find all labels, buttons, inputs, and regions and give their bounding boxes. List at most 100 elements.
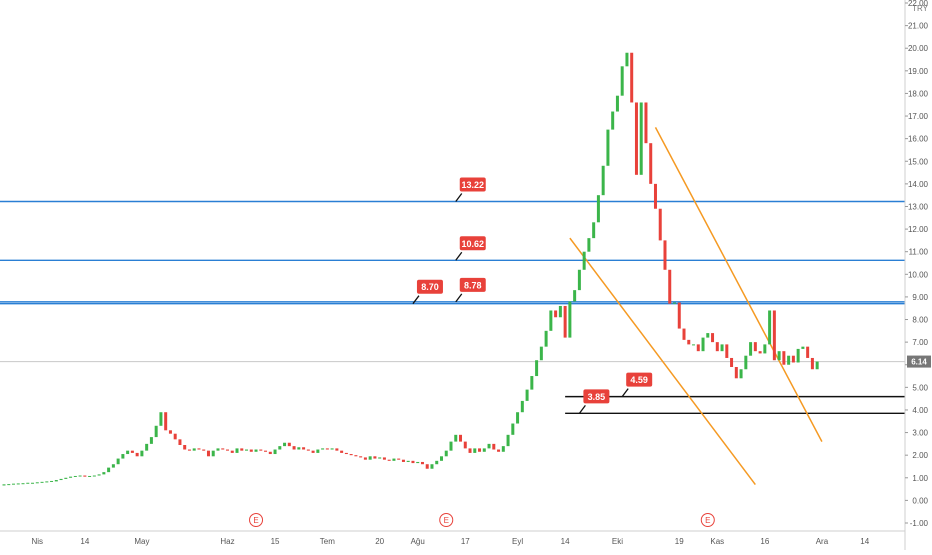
candle	[449, 441, 453, 451]
price-label-13-22[interactable]: 13.22	[455, 177, 486, 202]
trend-line-1[interactable]	[569, 237, 756, 486]
candle	[88, 475, 92, 477]
candle	[734, 367, 738, 379]
candle	[226, 449, 229, 451]
candle	[16, 483, 20, 485]
candle	[21, 483, 25, 485]
candle	[159, 412, 163, 426]
candle	[425, 464, 429, 469]
y-tick-label: 9.00	[912, 293, 928, 302]
candle	[321, 448, 325, 450]
candle	[753, 342, 757, 352]
y-tick-label: 22.00	[908, 0, 929, 8]
candle	[178, 439, 182, 445]
candle	[601, 165, 605, 196]
y-tick-label: 5.00	[912, 383, 928, 392]
x-tick-label: Eki	[612, 537, 623, 546]
y-tick-label: 4.00	[912, 406, 928, 415]
x-tick-label: 15	[271, 537, 280, 546]
candle	[126, 450, 130, 455]
y-tick-label: -1.00	[910, 519, 929, 528]
price-label-pointer	[621, 388, 629, 398]
candle	[130, 450, 134, 453]
horizontal-lines-layer[interactable]	[0, 200, 905, 415]
x-tick-label: Tem	[320, 537, 335, 546]
y-tick-label: 14.00	[908, 180, 929, 189]
candle	[392, 458, 396, 461]
candle	[454, 434, 458, 442]
candle	[273, 449, 277, 455]
candle	[420, 461, 424, 465]
price-labels-layer[interactable]: 13.22 10.62 8.70 8.78 4.59 3.85	[412, 177, 653, 414]
y-tick-label: 7.00	[912, 338, 928, 347]
candle	[497, 449, 501, 452]
candle	[549, 310, 553, 331]
candle	[587, 238, 591, 252]
candle	[373, 456, 377, 459]
candle	[768, 310, 772, 345]
candle	[344, 452, 348, 455]
candle	[297, 447, 301, 450]
candle	[763, 344, 767, 354]
candle	[368, 456, 372, 460]
candle	[354, 455, 358, 457]
candle	[592, 222, 596, 239]
price-label-4-59[interactable]: 4.59	[621, 372, 653, 398]
price-label-text: 13.22	[461, 180, 484, 190]
candle	[164, 412, 168, 431]
candle	[245, 449, 249, 451]
trend-line-2[interactable]	[654, 126, 823, 442]
candle	[340, 450, 344, 453]
candle	[711, 333, 715, 343]
price-label-pointer	[455, 293, 463, 303]
candle	[382, 457, 386, 460]
currency-label: TRY	[912, 4, 929, 13]
price-label-pointer	[412, 295, 420, 305]
candle	[682, 328, 686, 340]
candle	[701, 337, 705, 352]
price-label-3-85[interactable]: 3.85	[578, 389, 610, 414]
candle	[387, 459, 391, 461]
candle	[539, 346, 543, 361]
candle	[663, 240, 667, 270]
candle	[801, 346, 805, 349]
y-tick-label: 8.00	[912, 316, 928, 325]
event-marker-3[interactable]: E	[700, 513, 715, 527]
candle	[463, 441, 467, 449]
event-marker-2[interactable]: E	[439, 513, 454, 527]
price-label-8-78[interactable]: 8.78	[455, 277, 486, 303]
candle	[573, 290, 577, 302]
candle	[439, 456, 443, 461]
candle	[45, 481, 49, 483]
price-label-8-70[interactable]: 8.70	[412, 279, 443, 305]
candle	[791, 355, 795, 363]
candle	[349, 454, 353, 456]
price-label-10-62[interactable]: 10.62	[455, 236, 486, 261]
candle	[787, 355, 791, 365]
candles-layer	[2, 52, 819, 486]
candle	[530, 376, 534, 390]
candle	[487, 443, 491, 449]
candle	[111, 464, 115, 468]
candle	[116, 458, 120, 465]
trend-lines-layer[interactable]	[569, 126, 823, 486]
candle	[554, 310, 558, 318]
candle	[78, 475, 82, 477]
candle	[187, 449, 191, 451]
candle	[259, 449, 263, 451]
candle	[73, 475, 77, 477]
event-marker-1[interactable]: E	[249, 513, 264, 527]
candle	[668, 269, 672, 304]
x-tick-label: Ağu	[411, 537, 425, 546]
candle	[511, 423, 515, 435]
candle	[535, 360, 539, 377]
y-tick-label: 12.00	[908, 225, 929, 234]
y-tick-label: 16.00	[908, 135, 929, 144]
candle	[630, 52, 634, 103]
price-label-pointer	[578, 404, 586, 414]
candle	[516, 412, 520, 424]
